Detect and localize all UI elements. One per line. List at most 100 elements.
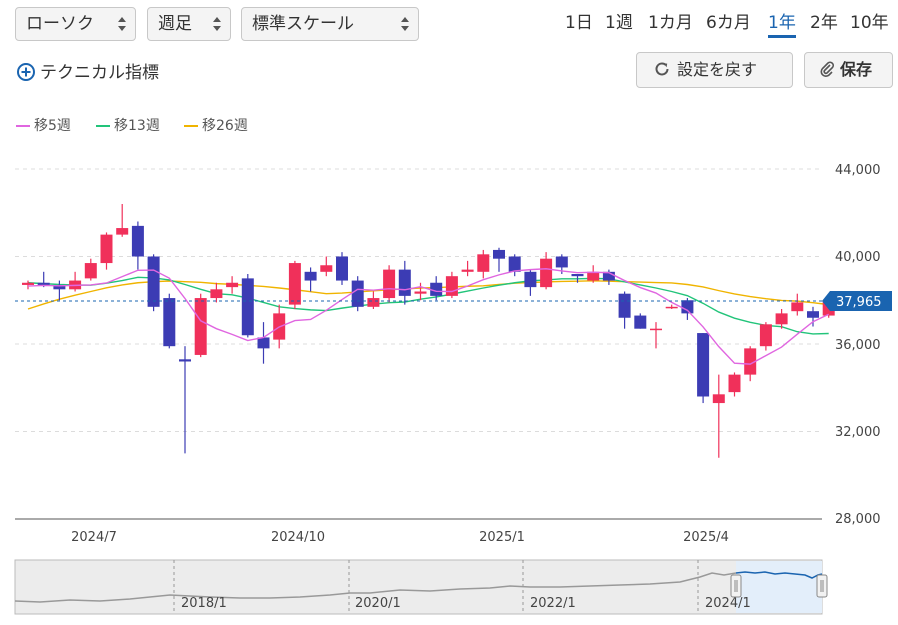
save-label: 保存 [840,60,873,79]
ma5-series [27,268,829,365]
x-axis: 2024/7 2024/10 2025/1 2025/4 [15,518,822,545]
interval-value: 週足 [158,14,192,34]
current-price-marker: 37,965 [15,291,892,312]
legend-ma5-swatch [16,125,30,127]
range-navigator[interactable]: 2018/1 2020/1 2022/1 2024/1 [14,559,828,615]
x-tick-label: 2024/7 [71,530,117,545]
candle-body [367,298,380,307]
technical-indicator-label: テクニカル指標 [40,63,159,83]
candle-body [383,269,396,299]
candle-body [84,263,97,279]
legend-ma13-swatch [96,125,110,127]
period-10y[interactable]: 10年 [850,13,889,33]
navigator-label: 2018/1 [181,596,227,611]
y-tick-label: 32,000 [835,425,881,440]
save-button[interactable]: 保存 [804,52,893,88]
candle-body [414,291,427,294]
candle-body [791,302,804,312]
reset-icon [655,62,669,76]
chart-type-select[interactable]: ローソク [15,7,136,41]
candle-body [53,284,66,290]
navigator-label: 2024/1 [705,596,751,611]
candle-body [493,249,505,259]
candle-body [131,225,144,257]
candle-body [775,313,788,325]
candle-body [336,256,348,281]
reset-settings-label: 設定を戻す [677,60,758,79]
candles [22,204,835,458]
candle-body [461,269,474,272]
y-tick-label: 40,000 [835,250,881,265]
grid-lines [15,168,822,432]
candle-body [759,324,772,347]
candle-body [210,289,223,299]
candle-body [22,282,34,285]
navigator-handle-left[interactable] [730,574,742,598]
period-1d[interactable]: 1日 [565,13,593,33]
candle-body [116,228,129,235]
candle-body [540,258,553,288]
candle-body [445,276,458,296]
candle-body [571,274,584,277]
candle-body [697,333,710,397]
chart-type-value: ローソク [26,14,94,34]
candle-body [650,328,662,331]
candle-body [744,348,757,375]
navigator-handle-right[interactable] [816,574,828,598]
x-tick-label: 2025/1 [479,530,525,545]
navigator-label: 2020/1 [355,596,401,611]
navigator-selection[interactable] [736,561,822,613]
candle-body [555,256,568,268]
candle-body [508,256,521,272]
candle-body [618,293,631,318]
x-tick-label: 2024/10 [271,530,325,545]
y-tick-label: 28,000 [835,512,881,527]
select-arrows-icon [401,17,409,31]
period-1w[interactable]: 1週 [605,13,633,33]
legend-ma13-label: 移13週 [114,118,160,134]
period-1m[interactable]: 1カ月 [648,13,693,33]
navigator-label: 2022/1 [530,596,576,611]
candle-body [728,374,741,393]
candle-body [241,278,254,336]
paperclip-icon [820,61,834,78]
candle-body [430,282,443,296]
candle-body [147,256,160,307]
candle-body [163,298,176,347]
candle-body [587,271,600,281]
candle-body [477,254,490,272]
ma5-line [27,268,829,365]
technical-indicator-link[interactable]: テクニカル指標 [16,58,159,83]
candle-body [681,300,694,314]
candle-body [179,359,191,362]
ma13-line [27,276,829,335]
period-6m[interactable]: 6カ月 [706,13,751,33]
candle-body [634,315,647,329]
candle-body [524,271,537,288]
candle-body [320,265,333,272]
y-tick-label: 36,000 [835,338,881,353]
candle-body [37,282,50,285]
candle-body [100,234,113,264]
select-arrows-icon [213,17,221,31]
ma26-line [27,280,829,310]
scale-value: 標準スケール [252,14,354,34]
candle-body [351,280,364,307]
interval-select[interactable]: 週足 [147,7,231,41]
ma13-series [27,276,829,335]
y-axis: 44,000 40,000 36,000 32,000 28,000 [835,163,881,527]
candle-body [194,298,207,355]
current-price-label: 37,965 [836,295,882,310]
navigator-history-line [14,572,737,603]
candle-body [665,306,678,309]
legend-ma26: 移26週 [184,115,248,135]
candle-body [602,271,615,281]
period-1y[interactable]: 1年 [768,8,796,38]
legend-ma26-swatch [184,125,198,127]
reset-settings-button[interactable]: 設定を戻す [636,52,793,88]
period-2y[interactable]: 2年 [810,13,838,33]
y-tick-label: 44,000 [835,163,881,178]
scale-select[interactable]: 標準スケール [241,7,419,41]
legend-ma5: 移5週 [16,115,71,135]
